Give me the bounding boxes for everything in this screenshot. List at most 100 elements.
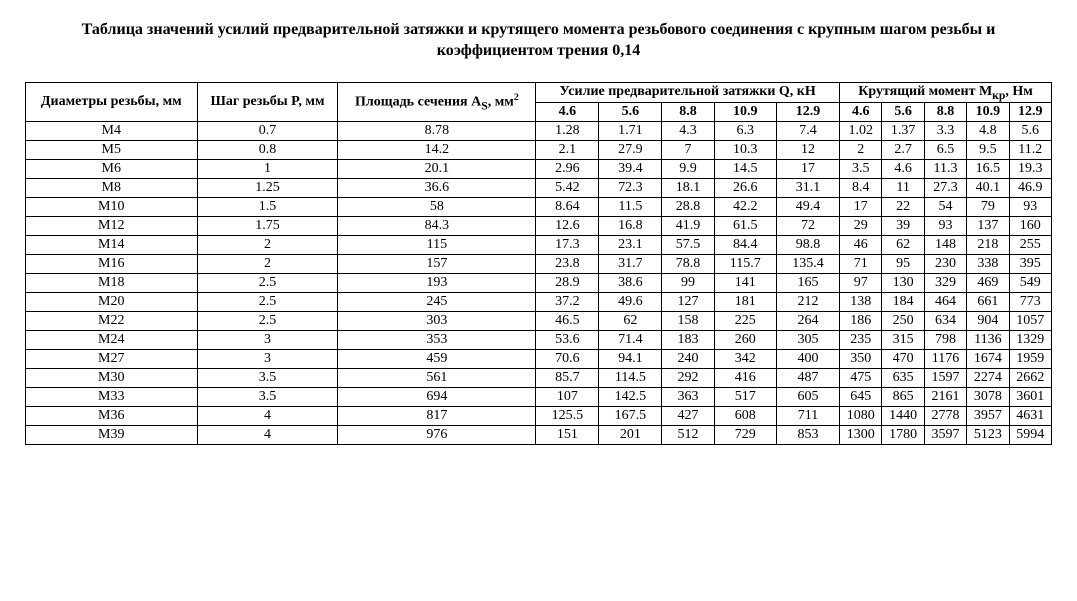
table-cell: 42.2: [714, 198, 776, 217]
table-row: M24335353.671.41832603052353157981136132…: [26, 331, 1052, 350]
table-row: M27345970.694.12403424003504701176167419…: [26, 350, 1052, 369]
torque-table: Диаметры резьбы, мм Шаг резьбы P, мм Пло…: [25, 82, 1052, 446]
table-cell: 235: [840, 331, 882, 350]
table-cell: 2: [197, 255, 338, 274]
table-cell: 3601: [1009, 388, 1051, 407]
table-cell: 315: [882, 331, 924, 350]
table-cell: 49.6: [599, 293, 662, 312]
table-cell: 9.9: [662, 160, 714, 179]
table-cell: 645: [840, 388, 882, 407]
subheader: 4.6: [840, 103, 882, 122]
subheader: 10.9: [714, 103, 776, 122]
table-cell: 3: [197, 350, 338, 369]
table-cell: 20.1: [338, 160, 536, 179]
table-cell: 245: [338, 293, 536, 312]
table-cell: 165: [776, 274, 839, 293]
table-row: M101.5588.6411.528.842.249.41722547993: [26, 198, 1052, 217]
table-cell: 93: [924, 217, 966, 236]
table-row: M50.814.22.127.9710.31222.76.59.511.2: [26, 141, 1052, 160]
table-cell: 167.5: [599, 407, 662, 426]
table-cell: 14.5: [714, 160, 776, 179]
table-cell: 212: [776, 293, 839, 312]
table-cell: 711: [776, 407, 839, 426]
table-cell: 23.1: [599, 236, 662, 255]
table-cell: 58: [338, 198, 536, 217]
table-cell: 400: [776, 350, 839, 369]
table-cell: 46.9: [1009, 179, 1051, 198]
table-cell: 773: [1009, 293, 1051, 312]
table-cell: 3.5: [197, 369, 338, 388]
subheader: 5.6: [882, 103, 924, 122]
table-cell: 2.5: [197, 312, 338, 331]
table-cell: 305: [776, 331, 839, 350]
table-row: M394976151201512729853130017803597512359…: [26, 426, 1052, 445]
table-cell: 57.5: [662, 236, 714, 255]
table-row: M40.78.781.281.714.36.37.41.021.373.34.8…: [26, 122, 1052, 141]
table-cell: M22: [26, 312, 198, 331]
table-cell: 2778: [924, 407, 966, 426]
table-cell: 151: [536, 426, 599, 445]
table-cell: 350: [840, 350, 882, 369]
table-cell: 4: [197, 426, 338, 445]
table-cell: 22: [882, 198, 924, 217]
table-row: M16215723.831.778.8115.7135.471952303383…: [26, 255, 1052, 274]
table-cell: 459: [338, 350, 536, 369]
table-cell: 0.7: [197, 122, 338, 141]
table-cell: 976: [338, 426, 536, 445]
table-cell: 6.3: [714, 122, 776, 141]
table-cell: 97: [840, 274, 882, 293]
table-cell: 95: [882, 255, 924, 274]
table-cell: M30: [26, 369, 198, 388]
table-cell: 16.5: [967, 160, 1009, 179]
table-cell: M14: [26, 236, 198, 255]
table-cell: 46: [840, 236, 882, 255]
table-cell: 7.4: [776, 122, 839, 141]
header-group-torque: Крутящий момент Мкр, Нм: [840, 82, 1052, 103]
table-cell: 94.1: [599, 350, 662, 369]
table-cell: M16: [26, 255, 198, 274]
table-cell: 470: [882, 350, 924, 369]
table-cell: 853: [776, 426, 839, 445]
table-cell: 1.75: [197, 217, 338, 236]
table-cell: 353: [338, 331, 536, 350]
table-cell: 549: [1009, 274, 1051, 293]
table-title: Таблица значений усилий предварительной …: [25, 20, 1052, 62]
table-cell: 464: [924, 293, 966, 312]
table-cell: 2: [840, 141, 882, 160]
table-row: M364817125.5167.542760871110801440277839…: [26, 407, 1052, 426]
subheader: 8.8: [924, 103, 966, 122]
table-cell: 5123: [967, 426, 1009, 445]
table-cell: 29: [840, 217, 882, 236]
table-cell: M12: [26, 217, 198, 236]
table-row: M222.530346.5621582252641862506349041057: [26, 312, 1052, 331]
table-cell: 114.5: [599, 369, 662, 388]
table-cell: 1.37: [882, 122, 924, 141]
table-cell: 4.3: [662, 122, 714, 141]
table-cell: 70.6: [536, 350, 599, 369]
table-cell: 416: [714, 369, 776, 388]
table-cell: 0.8: [197, 141, 338, 160]
table-cell: 512: [662, 426, 714, 445]
table-cell: 1440: [882, 407, 924, 426]
table-cell: 84.3: [338, 217, 536, 236]
table-cell: 148: [924, 236, 966, 255]
table-cell: 71.4: [599, 331, 662, 350]
table-cell: 865: [882, 388, 924, 407]
table-cell: 3.5: [840, 160, 882, 179]
table-cell: 93: [1009, 198, 1051, 217]
table-cell: 183: [662, 331, 714, 350]
table-cell: 1057: [1009, 312, 1051, 331]
table-row: M81.2536.65.4272.318.126.631.18.41127.34…: [26, 179, 1052, 198]
table-cell: 517: [714, 388, 776, 407]
table-cell: 17.3: [536, 236, 599, 255]
table-cell: 427: [662, 407, 714, 426]
table-cell: 2161: [924, 388, 966, 407]
table-cell: 5994: [1009, 426, 1051, 445]
table-cell: 157: [338, 255, 536, 274]
table-cell: 1674: [967, 350, 1009, 369]
table-cell: 2.1: [536, 141, 599, 160]
table-cell: 18.1: [662, 179, 714, 198]
table-cell: 1080: [840, 407, 882, 426]
table-cell: 8.78: [338, 122, 536, 141]
table-cell: M20: [26, 293, 198, 312]
